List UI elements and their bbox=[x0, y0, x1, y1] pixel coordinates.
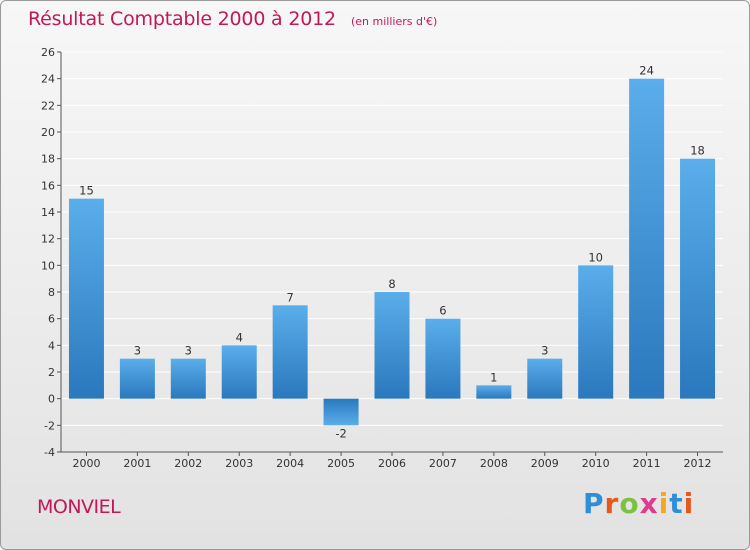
bar-2002 bbox=[170, 358, 206, 399]
bar-2004 bbox=[272, 305, 308, 399]
data-label: 15 bbox=[79, 184, 94, 198]
bar-2008 bbox=[476, 385, 512, 399]
commune-name: MONVIEL bbox=[37, 496, 121, 518]
chart-title-text: Résultat Comptable 2000 à 2012 bbox=[28, 8, 336, 30]
y-tick-label: 24 bbox=[41, 73, 55, 86]
y-tick-label: 6 bbox=[48, 313, 55, 326]
y-tick-label: 8 bbox=[48, 286, 55, 299]
proxiti-logo: Proxiti bbox=[583, 487, 694, 520]
logo-letter: i bbox=[683, 487, 695, 520]
data-label: 4 bbox=[236, 330, 243, 344]
bar-2007 bbox=[425, 318, 461, 399]
y-tick-label: -2 bbox=[44, 419, 55, 432]
logo-letter: r bbox=[604, 487, 620, 520]
data-label: 24 bbox=[639, 64, 654, 78]
logo-letter: x bbox=[639, 487, 659, 520]
x-tick-label: 2004 bbox=[276, 457, 304, 470]
data-label: 6 bbox=[439, 304, 446, 318]
y-tick-label: -4 bbox=[44, 446, 55, 459]
x-tick-label: 2009 bbox=[531, 457, 559, 470]
x-tick-label: 2010 bbox=[582, 457, 610, 470]
x-tick-label: 2001 bbox=[123, 457, 151, 470]
y-tick-label: 22 bbox=[41, 99, 55, 112]
x-tick-label: 2007 bbox=[429, 457, 457, 470]
y-tick-label: 26 bbox=[41, 46, 55, 59]
logo-letter: t bbox=[669, 487, 684, 520]
x-tick-label: 2011 bbox=[633, 457, 661, 470]
data-label: 3 bbox=[134, 344, 141, 358]
data-label: 18 bbox=[690, 144, 705, 158]
x-tick-label: 2002 bbox=[174, 457, 202, 470]
x-tick-label: 2005 bbox=[327, 457, 355, 470]
y-tick-label: 4 bbox=[48, 339, 55, 352]
y-tick-label: 10 bbox=[41, 259, 55, 272]
bar-2009 bbox=[527, 358, 563, 399]
bar-2006 bbox=[374, 292, 410, 399]
logo-letter: P bbox=[583, 487, 605, 520]
y-tick-label: 0 bbox=[48, 393, 55, 406]
y-tick-label: 2 bbox=[48, 366, 55, 379]
data-label: 7 bbox=[286, 290, 293, 304]
logo-letter: i bbox=[658, 487, 670, 520]
x-tick-label: 2012 bbox=[684, 457, 712, 470]
data-labels: 15 3 3 4 7 -2 8 6 1 3 10 24 18 bbox=[79, 64, 705, 441]
y-tick-label: 12 bbox=[41, 233, 55, 246]
logo-letter: o bbox=[619, 487, 640, 520]
bar-2010 bbox=[578, 265, 614, 399]
data-label: 10 bbox=[588, 250, 603, 264]
data-label: 3 bbox=[541, 344, 548, 358]
y-tick-label: 20 bbox=[41, 126, 55, 139]
bars bbox=[68, 78, 716, 426]
bar-2003 bbox=[221, 345, 257, 399]
data-label: 8 bbox=[388, 277, 395, 291]
y-tick-label: 14 bbox=[41, 206, 55, 219]
x-tick-label: 2003 bbox=[225, 457, 253, 470]
bar-2012 bbox=[680, 158, 716, 399]
y-tick-label: 16 bbox=[41, 179, 55, 192]
x-tick-label: 2006 bbox=[378, 457, 406, 470]
chart-title: Résultat Comptable 2000 à 2012 (en milli… bbox=[28, 8, 437, 30]
chart-unit-label: (en milliers d'€) bbox=[350, 15, 438, 28]
data-label: 1 bbox=[490, 370, 497, 384]
y-tick-label: 18 bbox=[41, 153, 55, 166]
data-label: 3 bbox=[185, 344, 192, 358]
bar-2011 bbox=[629, 78, 665, 399]
bar-2001 bbox=[119, 358, 155, 399]
bar-2005 bbox=[323, 398, 359, 426]
bar-2000 bbox=[68, 198, 104, 399]
data-label: -2 bbox=[335, 426, 346, 440]
x-tick-label: 2000 bbox=[72, 457, 100, 470]
x-tick-label: 2008 bbox=[480, 457, 508, 470]
